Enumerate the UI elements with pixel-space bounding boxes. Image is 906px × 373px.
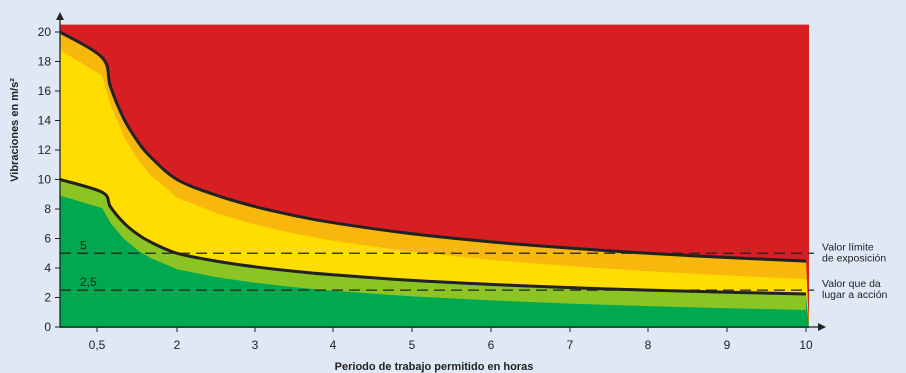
labels: 0 2 4 6 8 10 12 14 16 18 20 0,5 2 3 4 5 6 7 8 9 10 [38, 25, 813, 352]
x-tick-label-4: 5 [409, 338, 416, 352]
yellow-zone [60, 32, 809, 328]
yellow-green-blend [60, 179, 806, 310]
x-axis-arrow [818, 323, 826, 331]
x-tick-label-1: 2 [174, 338, 181, 352]
y-tick-label-1: 2 [44, 291, 51, 305]
x-tick-label-8: 9 [724, 338, 731, 352]
x-tick-label-0: 0,5 [89, 338, 106, 352]
reference-lines: 5 Valor límite de exposición 2,5 Valor que d… [60, 238, 888, 301]
y-tick-label-5: 10 [38, 173, 52, 187]
y-tick-label-6: 12 [38, 143, 52, 157]
series-line-1 [60, 30, 807, 263]
y-tick-label-2: 4 [44, 261, 51, 275]
x-tick-label-2: 3 [252, 338, 259, 352]
y-axis-title: Vibraciones en m/s² [9, 78, 21, 182]
x-tick-label-9: 10 [799, 338, 813, 352]
y-tick-label-4: 8 [44, 202, 51, 216]
reference-line-annotation-0: Valor límite de exposición [822, 241, 886, 264]
y-tick-label-9: 18 [38, 55, 52, 69]
x-axis-title: Periodo de trabajo permitido en horas [335, 361, 534, 373]
x-tick-label-7: 8 [645, 338, 652, 352]
y-tick-label-8: 16 [38, 84, 52, 98]
y-tick-label-7: 14 [38, 114, 52, 128]
x-tick-label-5: 6 [488, 338, 495, 352]
y-tick-label-3: 6 [44, 232, 51, 246]
x-tick-label-3: 4 [330, 338, 337, 352]
reference-line-annotation-1: Valor que da lugar a acción [822, 278, 888, 301]
axes [55, 12, 826, 332]
red-yellow-blend-band [60, 32, 806, 280]
curve-layer [60, 30, 807, 296]
reference-line-value-0: 5 [80, 238, 87, 252]
y-axis-arrow [56, 12, 64, 20]
x-tick-label-6: 7 [567, 338, 574, 352]
series-line-2 [60, 178, 807, 296]
reference-line-value-1: 2,5 [80, 275, 97, 289]
y-tick-label-10: 20 [38, 25, 52, 39]
y-tick-label-0: 0 [44, 320, 51, 334]
zone-layer [60, 24, 809, 328]
